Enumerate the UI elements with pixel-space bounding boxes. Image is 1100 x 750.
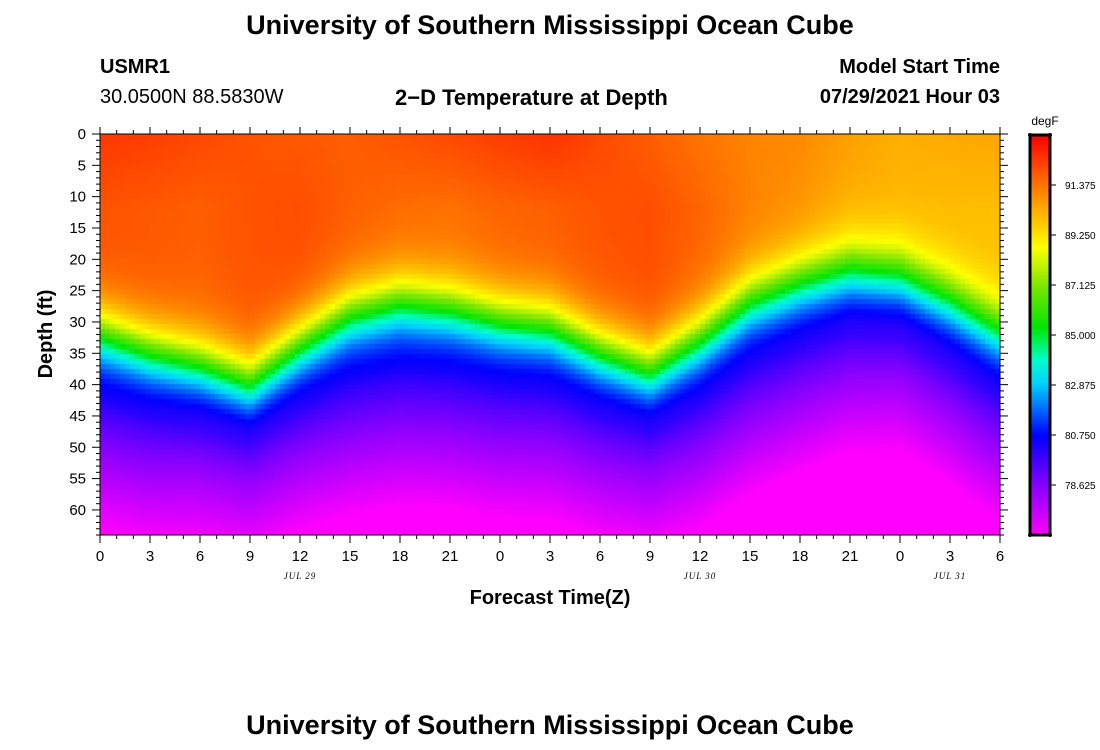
y-tick-label: 15: [69, 220, 86, 237]
y-tick-label: 35: [69, 345, 86, 362]
colorbar-units-label: degF: [1031, 114, 1058, 128]
y-tick-label: 20: [69, 251, 86, 268]
y-tick-label: 10: [69, 189, 86, 206]
colorbar-gradient: [1030, 135, 1050, 535]
station-id: USMR1: [100, 56, 171, 78]
x-tick-label: 9: [646, 548, 654, 565]
colorbar-tick-label: 89.250: [1065, 231, 1096, 242]
x-axis-label: Forecast Time(Z): [470, 587, 631, 609]
x-tick-label: 21: [842, 548, 859, 565]
x-tick-label: 18: [392, 548, 409, 565]
y-axis-label: Depth (ft): [35, 290, 57, 379]
heatmap-area: [100, 134, 1000, 535]
x-tick-label: 0: [896, 548, 904, 565]
colorbar-corner-dot: [1028, 133, 1032, 137]
y-tick-label: 60: [69, 502, 86, 519]
y-tick-label: 0: [78, 126, 86, 143]
colorbar-corner-dot: [1048, 533, 1052, 537]
x-tick-label: 0: [96, 548, 104, 565]
x-tick-label: 15: [742, 548, 759, 565]
y-tick-label: 40: [69, 377, 86, 394]
x-tick-label: 9: [246, 548, 254, 565]
y-tick-label: 55: [69, 471, 86, 488]
x-tick-label: 18: [792, 548, 809, 565]
x-tick-label: 6: [596, 548, 604, 565]
x-tick-label: 12: [292, 548, 309, 565]
title-top: University of Southern Mississippi Ocean…: [246, 10, 854, 40]
x-tick-label: 3: [146, 548, 154, 565]
plot-title: 2−D Temperature at Depth: [395, 85, 668, 110]
y-tick-label: 5: [78, 157, 86, 174]
y-tick-label: 45: [69, 408, 86, 425]
model-start-label: Model Start Time: [839, 56, 1000, 78]
y-tick-label: 30: [69, 314, 86, 331]
date-label: JUL 30: [684, 571, 717, 581]
colorbar-tick-label: 78.625: [1065, 481, 1096, 492]
date-label: JUL 29: [284, 571, 317, 581]
colorbar-tick-label: 87.125: [1065, 281, 1096, 292]
colorbar-corner-dot: [1028, 533, 1032, 537]
title-bottom: University of Southern Mississippi Ocean…: [246, 710, 854, 740]
colorbar-tick-label: 91.375: [1065, 181, 1096, 192]
date-label: JUL 31: [934, 571, 967, 581]
station-coords: 30.0500N 88.5830W: [100, 86, 284, 108]
x-tick-label: 6: [996, 548, 1004, 565]
y-tick-label: 25: [69, 283, 86, 300]
x-tick-label: 3: [946, 548, 954, 565]
x-tick-label: 0: [496, 548, 504, 565]
x-tick-label: 12: [692, 548, 709, 565]
x-tick-label: 21: [442, 548, 459, 565]
x-tick-label: 15: [342, 548, 359, 565]
colorbar-tick-label: 85.000: [1065, 331, 1096, 342]
colorbar-corner-dot: [1048, 133, 1052, 137]
x-tick-label: 3: [546, 548, 554, 565]
x-tick-label: 6: [196, 548, 204, 565]
colorbar-tick-label: 80.750: [1065, 431, 1096, 442]
model-start-value: 07/29/2021 Hour 03: [819, 86, 1000, 108]
y-tick-label: 50: [69, 439, 86, 456]
colorbar-tick-label: 82.875: [1065, 381, 1096, 392]
